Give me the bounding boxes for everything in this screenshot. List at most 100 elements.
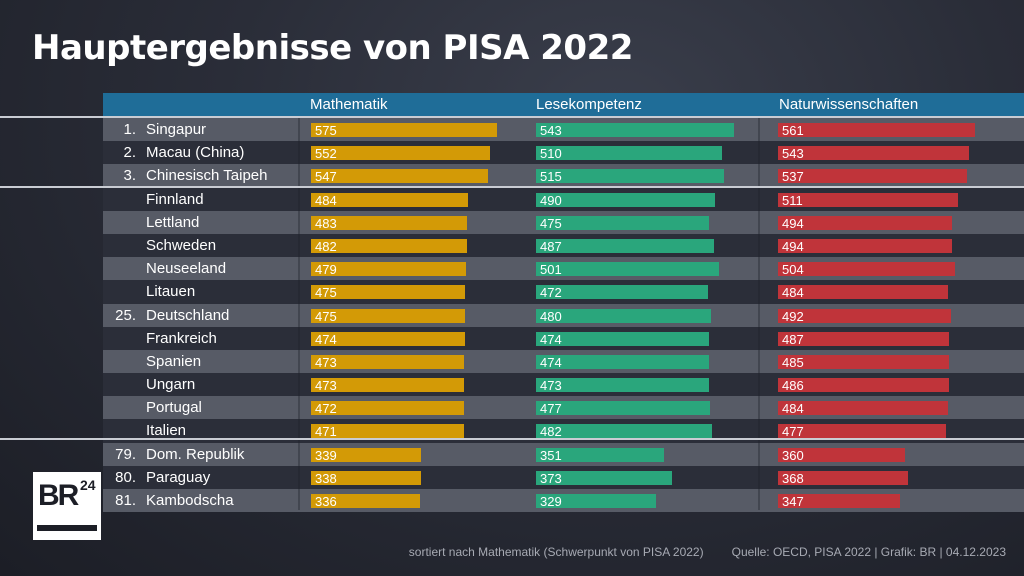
rank-label: 1. [123,121,136,138]
country-label: Italien [146,422,187,440]
bar-mathematik: 474 [311,331,465,347]
country-label: Paraguay [146,468,211,486]
country-label: Macau (China) [146,144,245,162]
country-label: Finnland [146,190,204,208]
bar-lesekompetenz: 501 [536,262,719,278]
footer: sortiert nach Mathematik (Schwerpunkt vo… [409,545,1006,559]
rank-label: 25. [115,306,136,324]
bar-mathematik: 483 [311,215,468,231]
rank-label: 3. [123,167,136,185]
bar-value-label: 483 [315,215,337,231]
bar-value-label: 373 [540,470,562,486]
header-mathematik: Mathematik [310,96,388,113]
bar-lesekompetenz: 351 [536,447,665,463]
bar-lesekompetenz: 475 [536,215,710,231]
table-row: 79. Dom. Republik 339 351 360 [103,442,1024,466]
bar-value-label: 494 [782,215,804,231]
country-label: Frankreich [146,329,217,347]
bar-mathematik: 482 [311,238,468,254]
bar-lesekompetenz: 515 [536,169,724,185]
country-label: Lettland [146,213,200,231]
bar-value-label: 485 [782,354,804,370]
bar-mathematik: 336 [311,494,420,509]
bar-value-label: 552 [315,146,337,162]
bar-value-label: 329 [540,494,562,509]
data-rows: 1. Singapur 575 543 561 2. Macau (China) 552 510… [103,118,1024,513]
table-row: 2. Macau (China) 552 510 543 [103,141,1024,165]
bar-value-label: 475 [315,308,337,324]
bar-lesekompetenz: 487 [536,238,714,254]
bar-value-label: 515 [540,169,562,185]
bar-value-label: 473 [315,378,337,394]
bar-value-label: 477 [540,401,562,417]
bar-value-label: 474 [540,331,562,347]
divider-line [0,186,1024,188]
table-row: Spanien 473 474 485 [103,349,1024,374]
country-label: Chinesisch Taipeh [146,167,268,185]
bar-lesekompetenz: 473 [536,378,709,393]
rank-label: 81. [115,492,136,509]
bar-value-label: 561 [782,123,804,138]
bar-naturwissenschaften: 537 [778,169,968,185]
bar-lesekompetenz: 490 [536,192,715,208]
bar-mathematik: 338 [311,470,421,486]
bar-value-label: 360 [782,447,804,463]
bar-lesekompetenz: 474 [536,331,709,347]
bar-value-label: 501 [540,262,562,278]
country-label: Neuseeland [146,260,227,278]
rank-label: 79. [115,445,136,463]
table-row: Ungarn 473 473 486 [103,373,1024,397]
table-row: 25. Deutschland 475 480 492 [103,303,1024,327]
bar-value-label: 490 [540,192,562,208]
table-row: Frankreich 474 474 487 [103,326,1024,350]
table-row: Portugal 472 477 484 [103,396,1024,420]
bar-lesekompetenz: 477 [536,401,711,417]
divider-line [0,116,1024,118]
bar-naturwissenschaften: 484 [778,401,949,416]
bar-value-label: 504 [782,262,804,278]
rank-label: 2. [123,144,136,162]
bar-naturwissenschaften: 477 [778,424,946,439]
bar-value-label: 336 [315,494,337,509]
bar-naturwissenschaften: 360 [778,447,905,463]
bar-value-label: 347 [782,494,804,509]
country-label: Deutschland [146,306,230,324]
bar-value-label: 480 [540,308,562,324]
column-divider [758,118,760,510]
table-row: 1. Singapur 575 543 561 [103,118,1024,142]
bar-value-label: 472 [315,401,337,417]
footer-source: Quelle: OECD, PISA 2022 | Grafik: BR | 0… [731,545,1006,559]
bar-value-label: 479 [315,262,337,278]
bar-mathematik: 471 [311,424,464,440]
bar-value-label: 543 [540,123,562,138]
bar-lesekompetenz: 373 [536,470,673,486]
bar-value-label: 537 [782,169,804,185]
bar-value-label: 575 [315,123,337,138]
table-row: Italien 471 482 477 [103,419,1024,443]
bar-value-label: 486 [782,378,804,394]
divider-line [0,438,1024,440]
bar-naturwissenschaften: 511 [778,192,958,208]
bar-mathematik: 473 [311,354,465,370]
country-label: Portugal [146,399,202,417]
bar-value-label: 368 [782,470,804,486]
bar-value-label: 471 [315,424,337,440]
bar-value-label: 547 [315,169,337,185]
bar-naturwissenschaften: 494 [778,215,952,231]
bar-lesekompetenz: 329 [536,494,657,509]
bar-mathematik: 472 [311,401,464,417]
bar-value-label: 511 [782,192,803,208]
column-header-bar: Mathematik Lesekompetenz Naturwissenscha… [103,93,1024,116]
bar-value-label: 472 [540,285,562,301]
bar-value-label: 482 [315,238,337,254]
bar-value-label: 474 [540,354,562,370]
bar-mathematik: 339 [311,447,421,463]
table-row: Neuseeland 479 501 504 [103,257,1024,281]
footer-note: sortiert nach Mathematik (Schwerpunkt vo… [408,545,704,559]
bar-mathematik: 547 [311,169,489,185]
bar-naturwissenschaften: 504 [778,262,956,278]
bar-naturwissenschaften: 347 [778,494,901,509]
bar-mathematik: 552 [311,146,490,162]
country-label: Litauen [146,283,196,301]
bar-mathematik: 479 [311,262,467,278]
